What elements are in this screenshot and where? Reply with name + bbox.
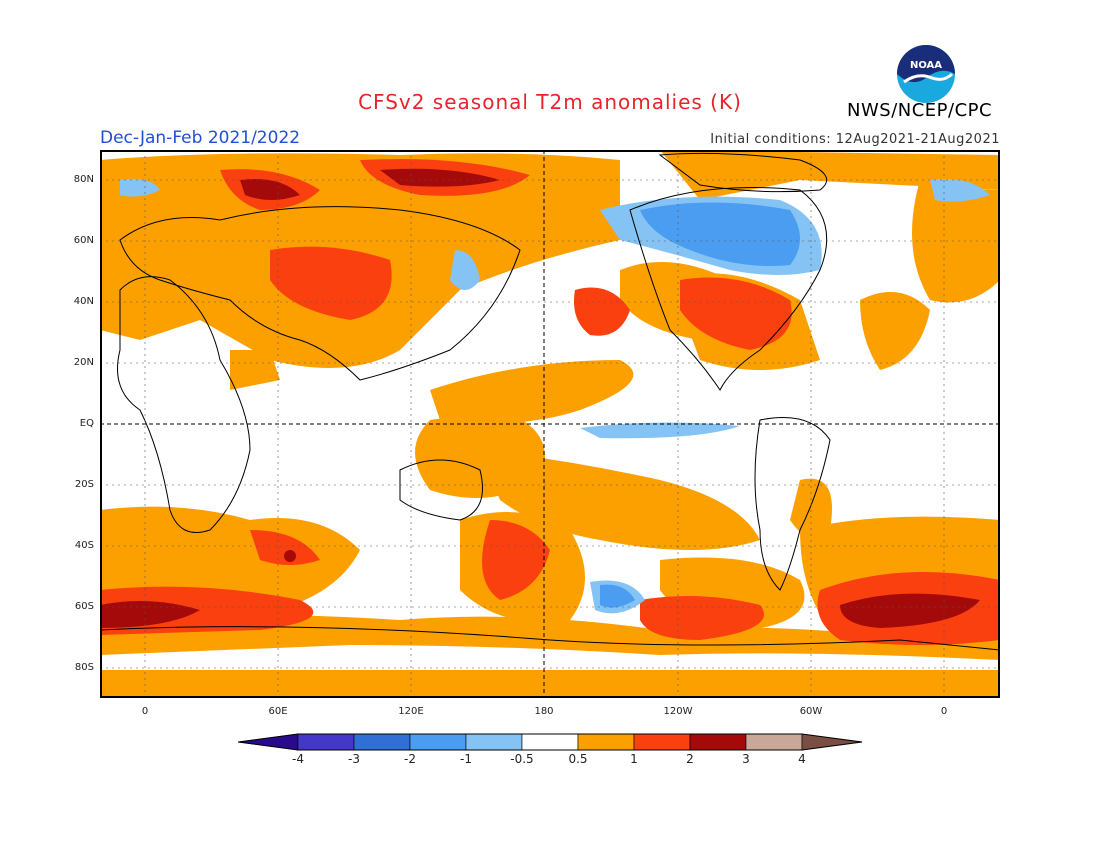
lat-label-80s: 80S: [74, 662, 94, 673]
anomaly-fill-dark-red: [100, 168, 980, 628]
initial-conditions-label: Initial conditions: 12Aug2021-21Aug2021: [710, 132, 1000, 147]
colorbar-segment-6: [577, 733, 635, 751]
map-canvas: [99, 150, 1001, 698]
lat-label-80n: 80N: [73, 174, 94, 185]
colorbar-label-8: 3: [742, 752, 750, 766]
colorbar-label-9: 4: [798, 752, 806, 766]
colorbar-label-0: -4: [292, 752, 304, 766]
lon-label-120e: 120E: [398, 706, 424, 717]
lon-label-0-left: 0: [141, 706, 149, 717]
colorbar-segment-2: [353, 733, 411, 751]
map-title: CFSv2 seasonal T2m anomalies (K): [358, 90, 742, 114]
colorbar-label-2: -2: [404, 752, 416, 766]
anomaly-fill-blue: [120, 178, 990, 614]
colorbar-label-1: -3: [348, 752, 360, 766]
agency-label: NWS/NCEP/CPC: [847, 100, 993, 121]
lat-label-60n: 60N: [73, 235, 94, 246]
lon-label-120w: 120W: [663, 706, 693, 717]
lat-label-40s: 40S: [74, 540, 94, 551]
lat-label-eq: EQ: [79, 418, 94, 429]
reference-lines: [100, 150, 1000, 698]
lon-label-180: 180: [534, 706, 554, 717]
color-bar: [238, 733, 863, 751]
colorbar-label-4: -0.5: [510, 752, 534, 766]
season-label: Dec-Jan-Feb 2021/2022: [100, 128, 301, 148]
lon-label-60w: 60W: [799, 706, 823, 717]
colorbar-label-3: -1: [460, 752, 472, 766]
colorbar-segment-5: [521, 733, 579, 751]
colorbar-label-5: 0.5: [568, 752, 588, 766]
colorbar-label-6: 1: [630, 752, 638, 766]
lat-label-40n: 40N: [73, 296, 94, 307]
lat-label-60s: 60S: [74, 601, 94, 612]
map-frame: [100, 150, 1000, 698]
colorbar-segment-9: [745, 733, 803, 751]
noaa-logo: NOAA: [897, 45, 955, 103]
colorbar-segment-0: [238, 733, 299, 751]
lat-label-20s: 20S: [74, 479, 94, 490]
colorbar-segment-7: [633, 733, 691, 751]
lat-label-20n: 20N: [73, 357, 94, 368]
noaa-logo-text: NOAA: [910, 60, 942, 71]
colorbar-segment-1: [297, 733, 355, 751]
lon-label-60e: 60E: [268, 706, 288, 717]
colorbar-segment-4: [465, 733, 523, 751]
lon-label-0-right: 0: [940, 706, 948, 717]
colorbar-label-7: 2: [686, 752, 694, 766]
colorbar-segment-8: [689, 733, 747, 751]
anomaly-map: [99, 150, 1001, 698]
colorbar-segment-10: [801, 733, 863, 751]
grid-lines: [100, 150, 1000, 698]
colorbar-segment-3: [409, 733, 467, 751]
coastlines: [99, 152, 1001, 651]
